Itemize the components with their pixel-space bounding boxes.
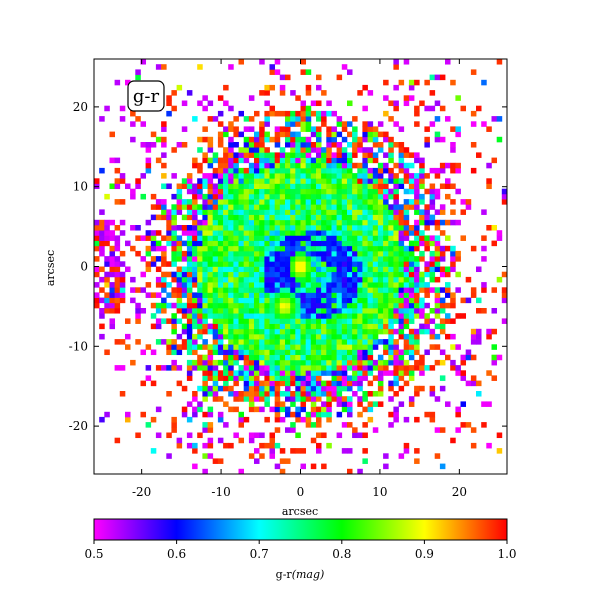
colorbar-bar <box>93 518 508 541</box>
x-tick-label: -20 <box>132 485 151 499</box>
y-axis-title: arcsec <box>44 250 57 286</box>
panel-label-text: g-r <box>133 86 160 107</box>
y-axis: -20 -10 0 10 20 <box>69 100 507 433</box>
x-tick-label: 10 <box>372 485 387 499</box>
y-tick-label: -20 <box>69 419 88 433</box>
colorbar-tick-label: 0.8 <box>332 547 351 561</box>
colorbar-ticks: 0.5 0.6 0.7 0.8 0.9 1.0 <box>84 540 517 561</box>
colorbar-tick-label: 0.6 <box>167 547 186 561</box>
colorbar-title: g-r(mag) <box>276 568 325 581</box>
panel-label-box <box>127 80 165 112</box>
color-map-image <box>94 59 507 474</box>
x-tick-label: -10 <box>211 485 230 499</box>
colorbar-tick-label: 0.5 <box>84 547 103 561</box>
y-tick-label: -10 <box>69 339 88 353</box>
colorbar-label: g-r <box>276 568 293 581</box>
x-tick-label: 0 <box>297 485 305 499</box>
x-tick-label: 20 <box>452 485 467 499</box>
x-axis: -20 -10 0 10 20 <box>132 59 467 499</box>
colorbar-tick-label: 0.7 <box>250 547 269 561</box>
colorbar-unit: (mag) <box>292 568 325 581</box>
colorbar-tick-label: 1.0 <box>497 547 516 561</box>
colorbar: 0.5 0.6 0.7 0.8 0.9 1.0 g-r(mag) <box>84 518 517 581</box>
y-tick-label: 0 <box>80 260 88 274</box>
plot-area <box>93 58 508 475</box>
x-axis-title: arcsec <box>282 505 318 518</box>
panel-label: g-r <box>127 80 165 112</box>
colorbar-tick-label: 0.9 <box>415 547 434 561</box>
y-tick-label: 20 <box>73 100 88 114</box>
y-tick-label: 10 <box>73 180 88 194</box>
